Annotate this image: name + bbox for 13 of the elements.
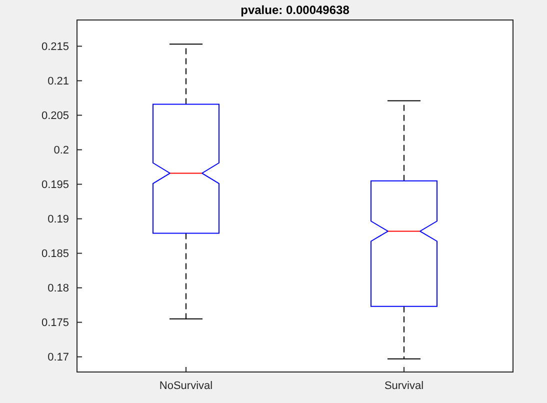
chart-title: pvalue: 0.00049638 <box>240 3 350 17</box>
y-tick-label: 0.2 <box>54 144 69 156</box>
x-tick-label: NoSurvival <box>159 380 213 392</box>
y-tick-label: 0.185 <box>41 248 69 260</box>
y-tick-label: 0.19 <box>48 213 69 226</box>
y-tick-label: 0.195 <box>41 178 69 191</box>
y-tick-label: 0.175 <box>41 316 69 329</box>
y-tick-label: 0.205 <box>41 110 69 122</box>
y-tick-label: 0.17 <box>48 351 69 364</box>
x-tick-label: Survival <box>384 380 424 392</box>
y-tick-label: 0.21 <box>48 75 69 88</box>
y-tick-label: 0.215 <box>41 40 69 53</box>
y-tick-label: 0.18 <box>48 282 69 294</box>
